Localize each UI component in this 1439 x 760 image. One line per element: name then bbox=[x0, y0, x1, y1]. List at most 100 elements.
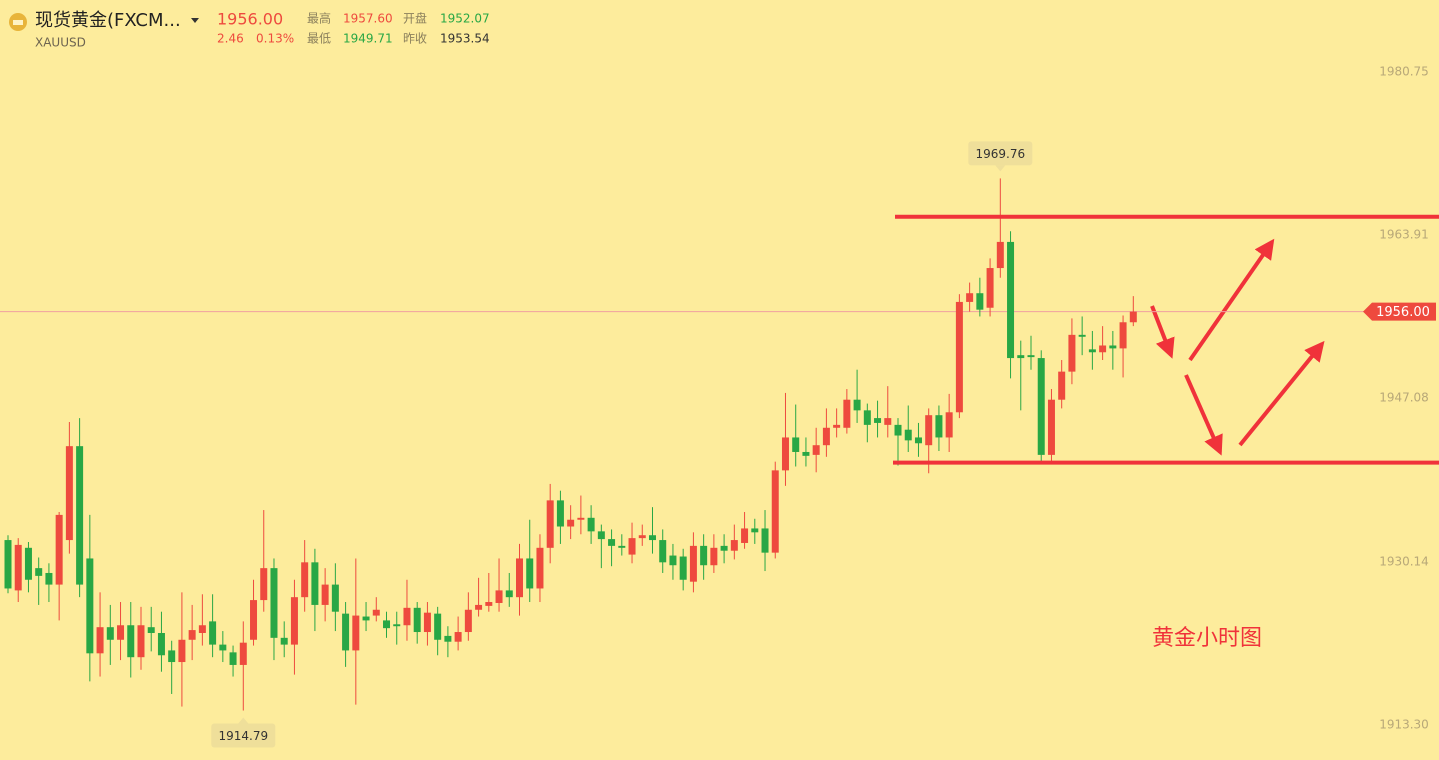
candle-body bbox=[966, 293, 974, 302]
candle-body bbox=[157, 632, 165, 656]
candle-body bbox=[260, 568, 268, 601]
candle-body bbox=[976, 293, 984, 310]
candle-body bbox=[454, 632, 462, 642]
high-label: 最高 bbox=[307, 11, 331, 26]
candle-body bbox=[475, 604, 483, 610]
candle-body bbox=[894, 424, 902, 436]
candle-body bbox=[659, 540, 667, 563]
candle-body bbox=[587, 517, 595, 532]
candle-body bbox=[301, 562, 309, 598]
candle-body bbox=[730, 540, 738, 551]
last-price-tag bbox=[1363, 302, 1436, 321]
candle-body bbox=[546, 500, 554, 548]
candle-body bbox=[812, 445, 820, 455]
candle-body bbox=[1088, 349, 1096, 353]
candle-body bbox=[372, 609, 380, 616]
symbol-title[interactable]: 现货黄金(FXCM... bbox=[35, 10, 181, 31]
candle-body bbox=[792, 437, 800, 452]
prev-close-label: 昨收 bbox=[403, 32, 427, 46]
last-price: 1956.00 bbox=[217, 10, 283, 29]
candle-body bbox=[219, 644, 227, 651]
candle-body bbox=[741, 528, 749, 543]
candle-body bbox=[874, 418, 882, 423]
max-callout-label: 1969.76 bbox=[975, 147, 1025, 161]
candle-body bbox=[55, 514, 63, 585]
candle-body bbox=[1058, 371, 1066, 400]
arrows bbox=[1150, 238, 1325, 456]
candle-body bbox=[86, 558, 94, 654]
candle-body bbox=[137, 625, 145, 658]
candle-body bbox=[925, 415, 933, 446]
candle-body bbox=[1109, 345, 1117, 349]
low-label: 最低 bbox=[307, 32, 331, 46]
candle-body bbox=[106, 627, 114, 640]
chart-annotation: 黄金小时图 bbox=[1152, 626, 1262, 651]
candle-body bbox=[679, 556, 687, 580]
candle-body bbox=[464, 609, 472, 633]
candle-body bbox=[996, 241, 1004, 269]
candle-body bbox=[648, 535, 656, 541]
candle-body bbox=[618, 545, 626, 548]
candle-body bbox=[526, 558, 534, 589]
candle-body bbox=[14, 544, 22, 591]
candle-body bbox=[689, 545, 697, 582]
candle-body bbox=[198, 625, 206, 633]
candle-body bbox=[362, 616, 370, 621]
candle-body bbox=[1007, 241, 1015, 359]
candle-body bbox=[4, 540, 12, 589]
symbol-icon-bars bbox=[13, 20, 23, 25]
candle-body bbox=[577, 517, 585, 520]
candle-body bbox=[229, 652, 237, 665]
candle-body bbox=[127, 625, 135, 658]
low-value: 1949.71 bbox=[343, 32, 393, 46]
candle-body bbox=[771, 470, 779, 553]
y-tick-label: 1980.75 bbox=[1379, 65, 1429, 79]
candle-body bbox=[290, 597, 298, 645]
candle-body bbox=[914, 437, 922, 444]
candle-body bbox=[556, 500, 564, 527]
candle-body bbox=[669, 555, 677, 566]
candle-body bbox=[331, 584, 339, 612]
candle-body bbox=[904, 429, 912, 441]
candle-body bbox=[24, 547, 32, 580]
price-change-pct: 0.13% bbox=[256, 32, 294, 46]
price-change: 2.46 bbox=[217, 32, 244, 46]
candle-body bbox=[45, 572, 53, 585]
candle-body bbox=[720, 545, 728, 551]
candle-body bbox=[35, 568, 43, 576]
candle-body bbox=[65, 446, 73, 541]
candle-body bbox=[935, 415, 943, 438]
candle-body bbox=[843, 399, 851, 428]
dropdown-arrow[interactable] bbox=[191, 18, 199, 23]
candle-body bbox=[147, 627, 155, 633]
candle-body bbox=[986, 268, 994, 308]
candle-body bbox=[536, 547, 544, 589]
open-value: 1952.07 bbox=[440, 12, 490, 26]
candle-body bbox=[239, 642, 247, 665]
arrow bbox=[1188, 238, 1275, 362]
y-tick-label: 1947.08 bbox=[1379, 390, 1429, 404]
y-tick-label: 1913.30 bbox=[1379, 717, 1429, 731]
min-callout bbox=[211, 723, 276, 748]
candle-body bbox=[270, 568, 278, 638]
candle-body bbox=[423, 612, 431, 633]
candle-body bbox=[955, 301, 963, 413]
candle-body bbox=[597, 531, 605, 540]
candle-body bbox=[96, 627, 104, 654]
candle-body bbox=[700, 545, 708, 566]
y-tick-label: 1963.91 bbox=[1379, 228, 1429, 242]
candle-body bbox=[710, 547, 718, 566]
candle-body bbox=[117, 625, 125, 640]
candle-body bbox=[628, 538, 636, 555]
candle-body bbox=[393, 624, 401, 627]
header: 现货黄金(FXCM... XAUUSD 1956.00 2.46 0.13% 最… bbox=[9, 10, 490, 50]
min-callout-label: 1914.79 bbox=[218, 729, 268, 743]
candle-body bbox=[567, 519, 575, 527]
candle-body bbox=[403, 607, 411, 626]
candle-body bbox=[638, 535, 646, 539]
candle-body bbox=[168, 650, 176, 663]
candle-body bbox=[863, 410, 871, 425]
candle-body bbox=[1068, 334, 1076, 372]
candle-body bbox=[444, 635, 452, 642]
candle-body bbox=[1078, 334, 1086, 337]
